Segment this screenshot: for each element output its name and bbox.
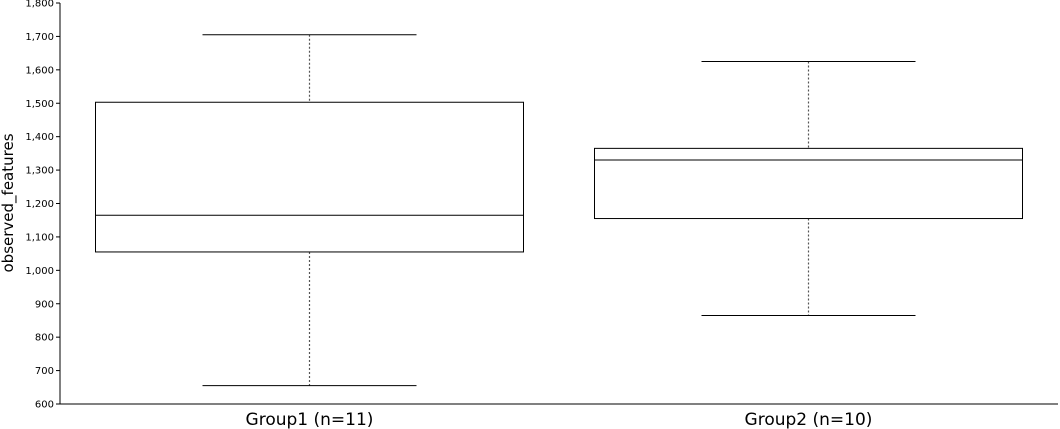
y-axis-title: observed_features (0, 133, 18, 272)
y-tick-label: 1,400 (25, 132, 54, 143)
y-tick-label: 1,700 (25, 32, 54, 43)
y-tick-label: 1,300 (25, 166, 54, 177)
x-category-label: Group2 (n=10) (745, 410, 873, 429)
iqr-box (95, 101, 524, 253)
y-tick-label: 800 (35, 333, 54, 344)
y-tick-label: 1,000 (25, 266, 54, 277)
iqr-box (594, 147, 1023, 220)
boxes (95, 34, 1023, 387)
y-tick-label: 700 (35, 366, 54, 377)
y-tick-label: 900 (35, 299, 54, 310)
y-tick-label: 1,800 (25, 0, 54, 10)
box-group (95, 34, 524, 387)
y-tick-label: 1,100 (25, 232, 54, 243)
x-category-label: Group1 (n=11) (246, 410, 374, 429)
y-tick-label: 1,200 (25, 199, 54, 210)
box-group (594, 60, 1023, 316)
x-category-labels: Group1 (n=11) Group2 (n=10) (246, 410, 873, 429)
y-tick-label: 1,500 (25, 99, 54, 110)
y-tick-label: 600 (35, 400, 54, 411)
y-tick-label: 1,600 (25, 65, 54, 76)
y-ticks: 600 700 800 900 1,000 1,100 1,200 1,300 1,400 1,5… (25, 0, 60, 411)
